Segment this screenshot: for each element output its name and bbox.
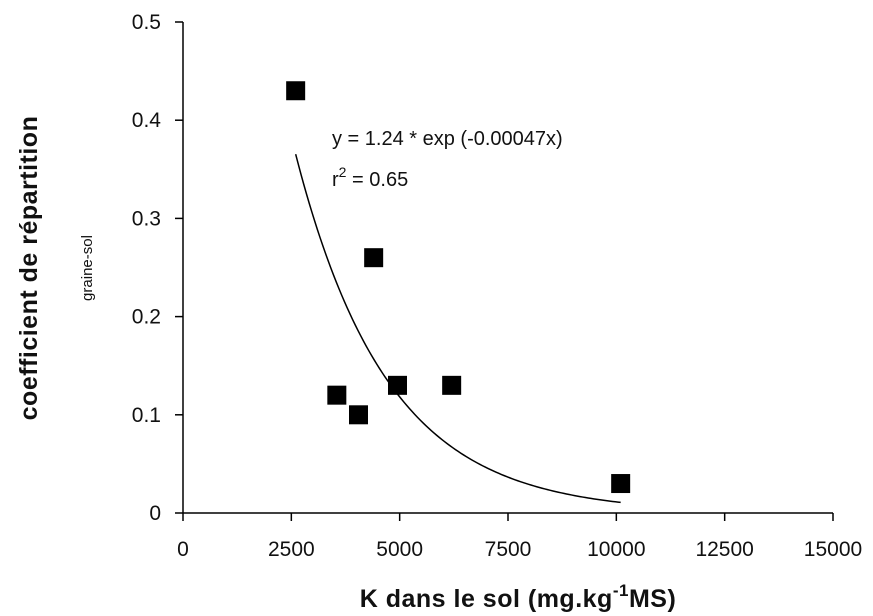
data-point (442, 375, 462, 395)
r2-label: r (332, 169, 339, 191)
y-tick-label: 0 (149, 502, 161, 525)
y-tick-label: 0.5 (132, 11, 161, 34)
data-point (286, 81, 306, 101)
x-ticks: 0 2500 5000 7500 10000 12500 15000 (177, 513, 862, 561)
data-point (327, 385, 347, 405)
x-axis-title: K dans le sol (mg.kg-1MS) (360, 581, 677, 613)
r2-superscript: 2 (339, 164, 347, 180)
data-points (286, 81, 631, 494)
x-axis-title-superscript: -1 (613, 581, 629, 600)
y-axis-title: coefficient de répartition (15, 116, 43, 421)
y-tick-label: 0.4 (132, 109, 162, 132)
data-point (364, 248, 384, 268)
x-tick-label: 10000 (587, 538, 645, 561)
fit-curve (294, 154, 621, 504)
x-tick-label: 0 (177, 538, 189, 561)
x-tick-label: 5000 (376, 538, 423, 561)
x-tick-label: 7500 (485, 538, 532, 561)
r2-value: = 0.65 (346, 169, 408, 191)
equation-annotation: y = 1.24 * exp (-0.00047x) (332, 128, 563, 150)
y-axis-subtitle: graine-sol (79, 235, 96, 301)
axes (182, 22, 833, 514)
y-tick-label: 0.1 (132, 404, 161, 427)
y-ticks: 0 0.1 0.2 0.3 0.4 0.5 (132, 11, 183, 525)
data-point (611, 474, 631, 494)
data-point (349, 405, 368, 425)
y-tick-label: 0.2 (132, 306, 161, 329)
x-axis-title-end: MS) (629, 585, 676, 613)
r2-annotation: r2 = 0.65 (332, 164, 408, 191)
data-point (388, 375, 407, 395)
x-axis-title-main: K dans le sol (mg.kg (360, 585, 613, 613)
x-tick-label: 2500 (268, 538, 315, 561)
x-tick-label: 12500 (695, 538, 753, 561)
y-tick-label: 0.3 (132, 207, 161, 230)
x-tick-label: 15000 (804, 538, 862, 561)
